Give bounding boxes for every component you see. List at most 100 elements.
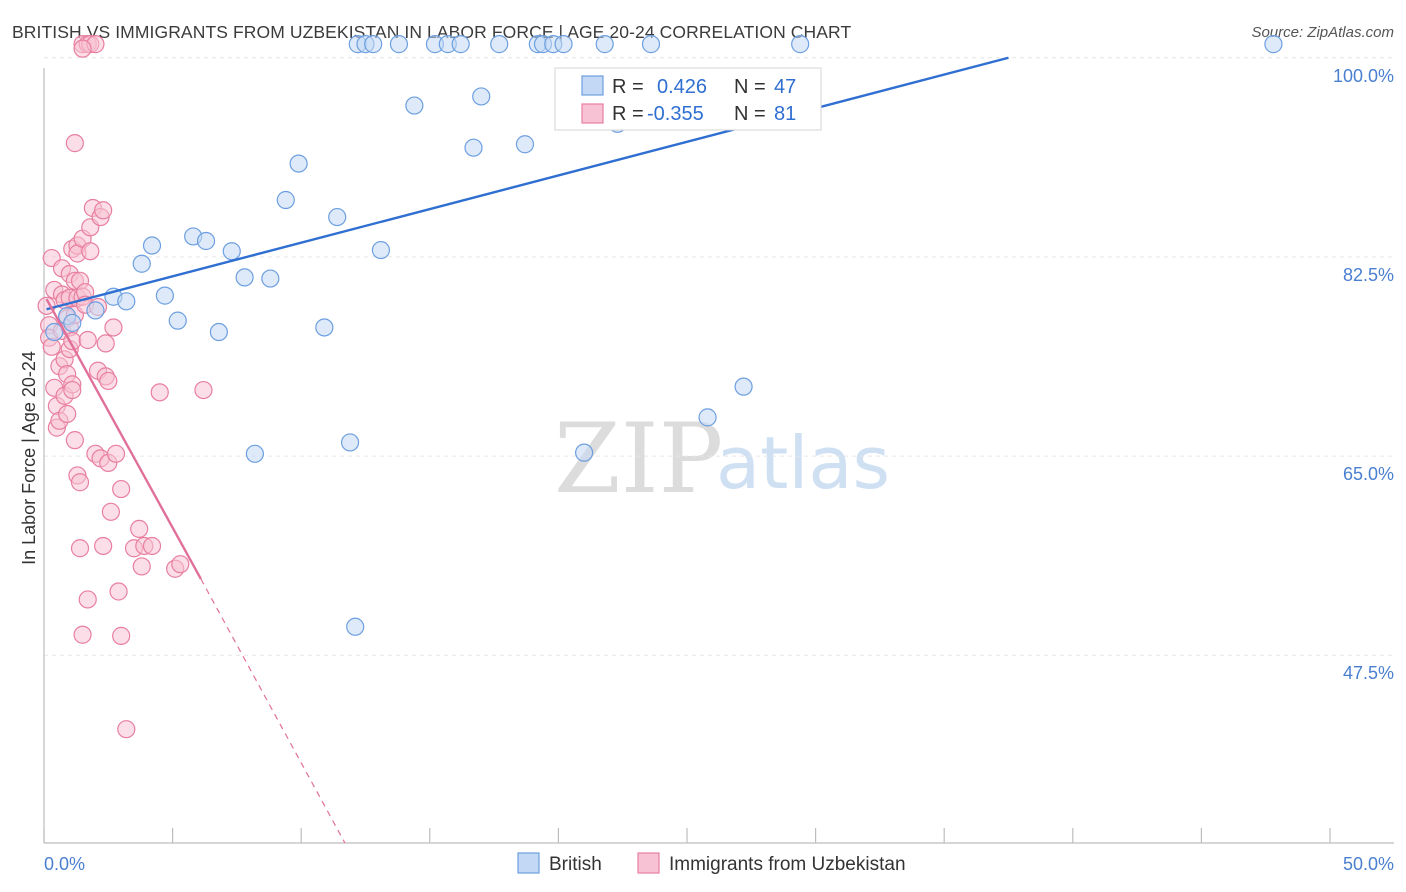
- british-point: [142, 236, 162, 255]
- uzbek-point: [70, 539, 90, 558]
- british-point: [371, 240, 391, 260]
- british-point: [340, 433, 360, 452]
- uzbek-point: [42, 337, 61, 356]
- british-point: [117, 292, 136, 311]
- british-point: [464, 138, 483, 157]
- uzbek-point: [194, 380, 213, 400]
- legend-british-r-value: 0.426: [657, 76, 707, 98]
- british-points: [45, 35, 1283, 636]
- british-point: [196, 231, 216, 251]
- watermark-atlas: atlas: [716, 421, 890, 505]
- british-trend-line: [46, 56, 1009, 311]
- axes: [43, 68, 1394, 844]
- british-point: [515, 135, 535, 154]
- series-legend-swatch-british: [517, 852, 540, 874]
- british-point: [86, 301, 105, 320]
- series-legend: British Immigrants from Uzbekistan: [517, 852, 906, 875]
- uzbek-point: [130, 519, 149, 539]
- uzbek-point: [109, 582, 128, 601]
- uzbek-point: [73, 39, 92, 58]
- y-tick-label: 100.0%: [1333, 66, 1394, 86]
- uzbek-point: [65, 431, 84, 450]
- uzbek-point: [70, 473, 90, 492]
- legend-swatch-british: [581, 75, 604, 96]
- british-point: [595, 35, 614, 54]
- gridlines: [44, 57, 1394, 656]
- british-point: [289, 154, 308, 173]
- british-point: [346, 617, 365, 636]
- uzbek-point: [63, 380, 82, 400]
- legend-uzbek-r-label: R =: [612, 103, 644, 125]
- british-point: [222, 242, 241, 261]
- uzbek-point: [73, 625, 92, 644]
- british-point: [168, 311, 187, 330]
- british-point: [328, 207, 347, 227]
- legend-uzbek-r-value: -0.355: [647, 103, 704, 125]
- british-point: [364, 35, 383, 54]
- series-legend-swatch-uzbek: [637, 852, 660, 874]
- uzbek-point: [150, 383, 169, 402]
- uzbek-point: [112, 479, 131, 499]
- legend-british-n-label: N =: [734, 76, 766, 98]
- uzbek-point: [112, 626, 131, 645]
- legend-swatch-uzbek: [581, 103, 604, 124]
- legend-british-r-label: R =: [612, 76, 644, 98]
- british-point: [261, 269, 280, 288]
- uzbek-points: [37, 35, 213, 739]
- uzbek-point: [99, 371, 118, 391]
- uzbek-point: [132, 557, 151, 576]
- uzbek-point: [94, 201, 113, 220]
- british-point: [698, 408, 717, 427]
- british-point: [734, 377, 753, 396]
- british-point: [63, 313, 82, 333]
- y-tick-label: 47.5%: [1343, 663, 1394, 683]
- british-point: [490, 35, 509, 54]
- british-point: [45, 322, 64, 342]
- british-point: [791, 35, 810, 54]
- chart-title: BRITISH VS IMMIGRANTS FROM UZBEKISTAN IN…: [12, 22, 852, 42]
- uzbek-point: [117, 720, 136, 739]
- legend-uzbek-n-value: 81: [774, 103, 796, 125]
- y-axis-label: In Labor Force | Age 20-24: [19, 351, 39, 565]
- legend-british-n-value: 47: [774, 76, 796, 98]
- british-point: [245, 444, 265, 463]
- british-point: [132, 254, 151, 273]
- series-legend-label-uzbek: Immigrants from Uzbekistan: [669, 854, 906, 875]
- x-axis-ticks: [43, 828, 1331, 843]
- uzbek-trend-line: [45, 298, 202, 580]
- uzbek-point: [96, 334, 115, 353]
- british-point: [389, 35, 409, 54]
- british-point: [276, 190, 295, 210]
- uzbek-point: [106, 444, 126, 463]
- legend-uzbek-n-label: N =: [734, 103, 766, 125]
- y-tick-label: 82.5%: [1343, 265, 1394, 285]
- uzbek-point: [104, 318, 123, 337]
- uzbek-point: [78, 590, 97, 609]
- x-tick-label: 0.0%: [44, 854, 85, 874]
- uzbek-point: [101, 502, 120, 521]
- british-point: [641, 35, 661, 54]
- british-point: [155, 286, 174, 305]
- x-axis-tick-labels: 0.0% 50.0%: [44, 854, 1394, 874]
- uzbek-point: [142, 536, 162, 556]
- british-point: [472, 87, 491, 106]
- british-point: [235, 268, 254, 287]
- uzbek-point: [81, 242, 100, 261]
- british-point: [451, 35, 470, 54]
- british-point: [1264, 35, 1283, 54]
- uzbek-point: [78, 330, 97, 350]
- uzbek-point: [58, 404, 77, 424]
- y-axis-tick-labels: 100.0% 82.5% 65.0% 47.5%: [1333, 66, 1394, 683]
- uzbek-point: [94, 536, 113, 556]
- british-point: [315, 318, 334, 337]
- uzbek-trend-extension: [200, 578, 346, 844]
- y-tick-label: 65.0%: [1343, 464, 1394, 484]
- british-point: [554, 35, 573, 54]
- uzbek-point: [65, 134, 84, 153]
- chart-source: Source: ZipAtlas.com: [1251, 24, 1394, 41]
- zipatlas-watermark: ZIP atlas: [554, 403, 890, 515]
- trend-lines: [45, 56, 1009, 844]
- uzbek-point: [171, 555, 190, 574]
- british-point: [575, 443, 594, 462]
